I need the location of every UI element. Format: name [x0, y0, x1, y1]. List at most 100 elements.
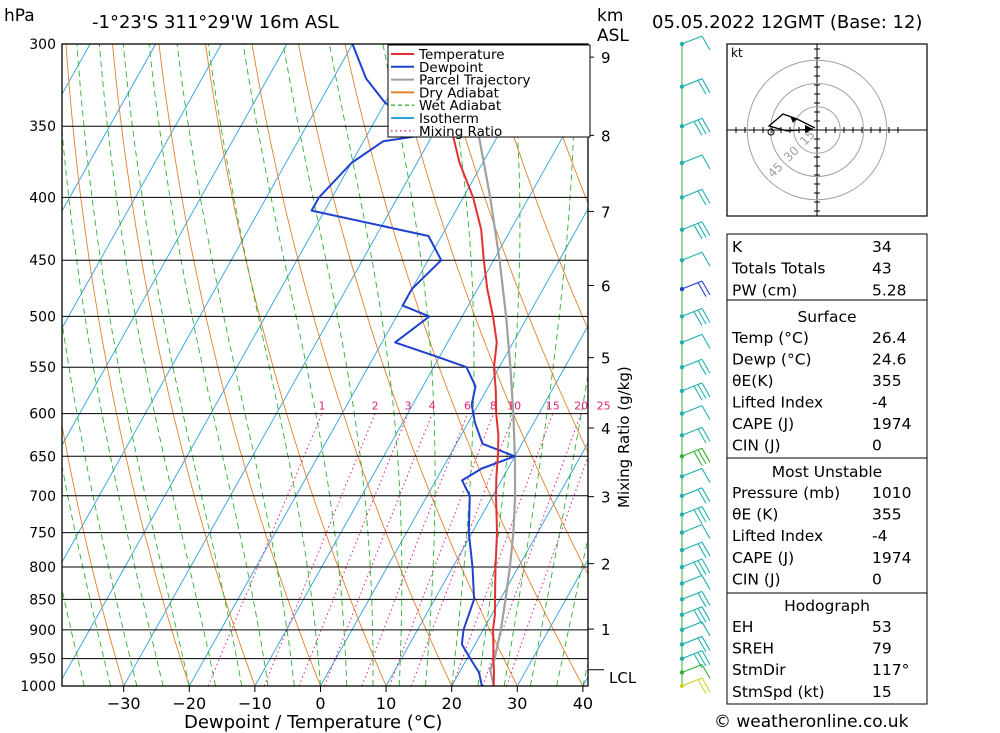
wind-barb — [681, 467, 711, 483]
wind-barb-shaft — [681, 117, 703, 127]
legend-label: Dewpoint — [419, 60, 483, 76]
wet-adiabat — [176, 44, 295, 686]
wind-barb-flag — [697, 190, 707, 206]
footer-credit: © weatheronline.co.uk — [714, 712, 909, 732]
pressure-tick-label: 950 — [29, 652, 56, 668]
wind-barb-flag — [697, 679, 707, 694]
km-label: km — [597, 6, 623, 26]
dry-adiabat — [112, 44, 256, 686]
wind-barb-shaft — [681, 188, 703, 198]
most-unstable-index-value: 1010 — [872, 484, 911, 502]
wet-adiabat — [122, 44, 243, 686]
wind-barb — [681, 677, 711, 694]
hodograph-index-label: StmSpd (kt) — [732, 683, 825, 701]
wind-barb — [681, 606, 711, 625]
wind-barb-flag — [701, 35, 711, 51]
wind-barb — [681, 382, 711, 401]
mixing-ratio-line — [324, 413, 433, 686]
wind-barb-shaft — [681, 78, 703, 88]
wind-barb-flag — [697, 637, 707, 653]
wind-barb — [681, 558, 711, 577]
wind-barb-shaft — [681, 677, 703, 687]
wind-barb-flag — [701, 606, 711, 622]
wind-barb-shaft — [681, 606, 703, 616]
hodograph-arrow — [805, 125, 813, 133]
hodograph-index-value: 79 — [872, 640, 892, 658]
mixing-ratio-label: 3 — [405, 400, 412, 413]
wind-barb-flag — [701, 621, 711, 637]
km-tick-label: 7 — [601, 203, 611, 221]
wind-barb-shaft — [681, 251, 703, 261]
temperature-line — [417, 44, 500, 686]
hodograph-index-value: 117° — [872, 661, 909, 679]
hodograph-index-box — [726, 592, 928, 705]
wind-barb-flag — [693, 385, 703, 401]
wind-barb — [681, 280, 711, 297]
wind-barb-flag — [701, 251, 711, 267]
isotherm — [62, 44, 353, 563]
wind-barb-flag — [701, 575, 711, 590]
hodograph-index-label: StmDir — [732, 661, 786, 679]
most-unstable-index-label: Lifted Index — [732, 527, 823, 545]
pressure-tick-label: 750 — [29, 526, 56, 542]
wind-barb-shaft — [681, 280, 703, 290]
wind-barb — [681, 154, 711, 170]
wind-barb — [681, 251, 711, 267]
hpa-label: hPa — [4, 6, 35, 26]
mixing-ratio-label: 25 — [597, 400, 611, 413]
dry-adiabat — [344, 44, 584, 686]
wind-barb — [681, 574, 711, 590]
wind-barb-shaft — [681, 635, 703, 645]
mixing-ratio-line — [452, 413, 554, 686]
wind-barb-flag — [697, 309, 707, 325]
wet-adiabat — [62, 125, 164, 686]
wind-barb-flag — [701, 636, 711, 651]
wet-adiabat — [556, 535, 588, 686]
surface-index-label: Dewp (°C) — [732, 351, 812, 369]
wind-barb — [681, 405, 711, 420]
wind-barb-flag — [697, 608, 707, 623]
legend-label: Temperature — [418, 47, 505, 63]
surface-index-label: Lifted Index — [732, 394, 823, 412]
km-tick-label: 1 — [601, 621, 611, 639]
wind-barb-flag — [693, 311, 703, 326]
pressure-tick-label: 1000 — [20, 679, 56, 695]
wind-barb-flag — [701, 334, 711, 349]
mixing-ratio-label: 6 — [464, 400, 471, 413]
wind-barb-flag — [701, 117, 711, 133]
wind-barb-flag — [697, 80, 707, 95]
km-tick-label: 4 — [601, 420, 611, 438]
hodograph-storm-motion — [767, 128, 775, 136]
wind-barb-flag — [701, 541, 711, 557]
basic-index-value: 5.28 — [872, 281, 907, 299]
wind-barb — [681, 621, 711, 637]
datetime-title: 05.05.2022 12GMT (Base: 12) — [652, 12, 922, 33]
wind-barb-flag — [697, 223, 707, 238]
temp-tick-label: 0 — [315, 694, 325, 713]
legend-label: Isotherm — [419, 111, 479, 127]
km-tick-label: 5 — [601, 350, 611, 368]
pressure-tick-label: 650 — [29, 449, 56, 465]
wind-barb — [681, 426, 711, 444]
wind-barb-flag — [693, 451, 703, 466]
wind-barb-flag — [697, 651, 707, 667]
dry-adiabat — [298, 44, 518, 686]
most-unstable-index-value: 1974 — [872, 549, 911, 567]
pressure-tick-label: 700 — [29, 489, 56, 505]
wind-barb-flag — [693, 561, 703, 577]
wind-barb-flag — [693, 509, 703, 524]
dry-adiabat — [996, 44, 1000, 686]
wind-barb-flag — [701, 664, 711, 679]
hodograph-index-value: 15 — [872, 683, 892, 701]
surface-box — [726, 299, 928, 459]
wind-barb-shaft — [681, 447, 703, 457]
wind-barb-shaft — [681, 154, 703, 164]
location-title: -1°23'S 311°29'W 16m ASL — [92, 12, 339, 33]
wet-adiabat — [98, 44, 216, 686]
wind-barb-flag — [697, 560, 707, 575]
wind-barb — [681, 358, 711, 376]
wind-barb — [681, 333, 711, 349]
wet-adiabat — [529, 372, 588, 686]
